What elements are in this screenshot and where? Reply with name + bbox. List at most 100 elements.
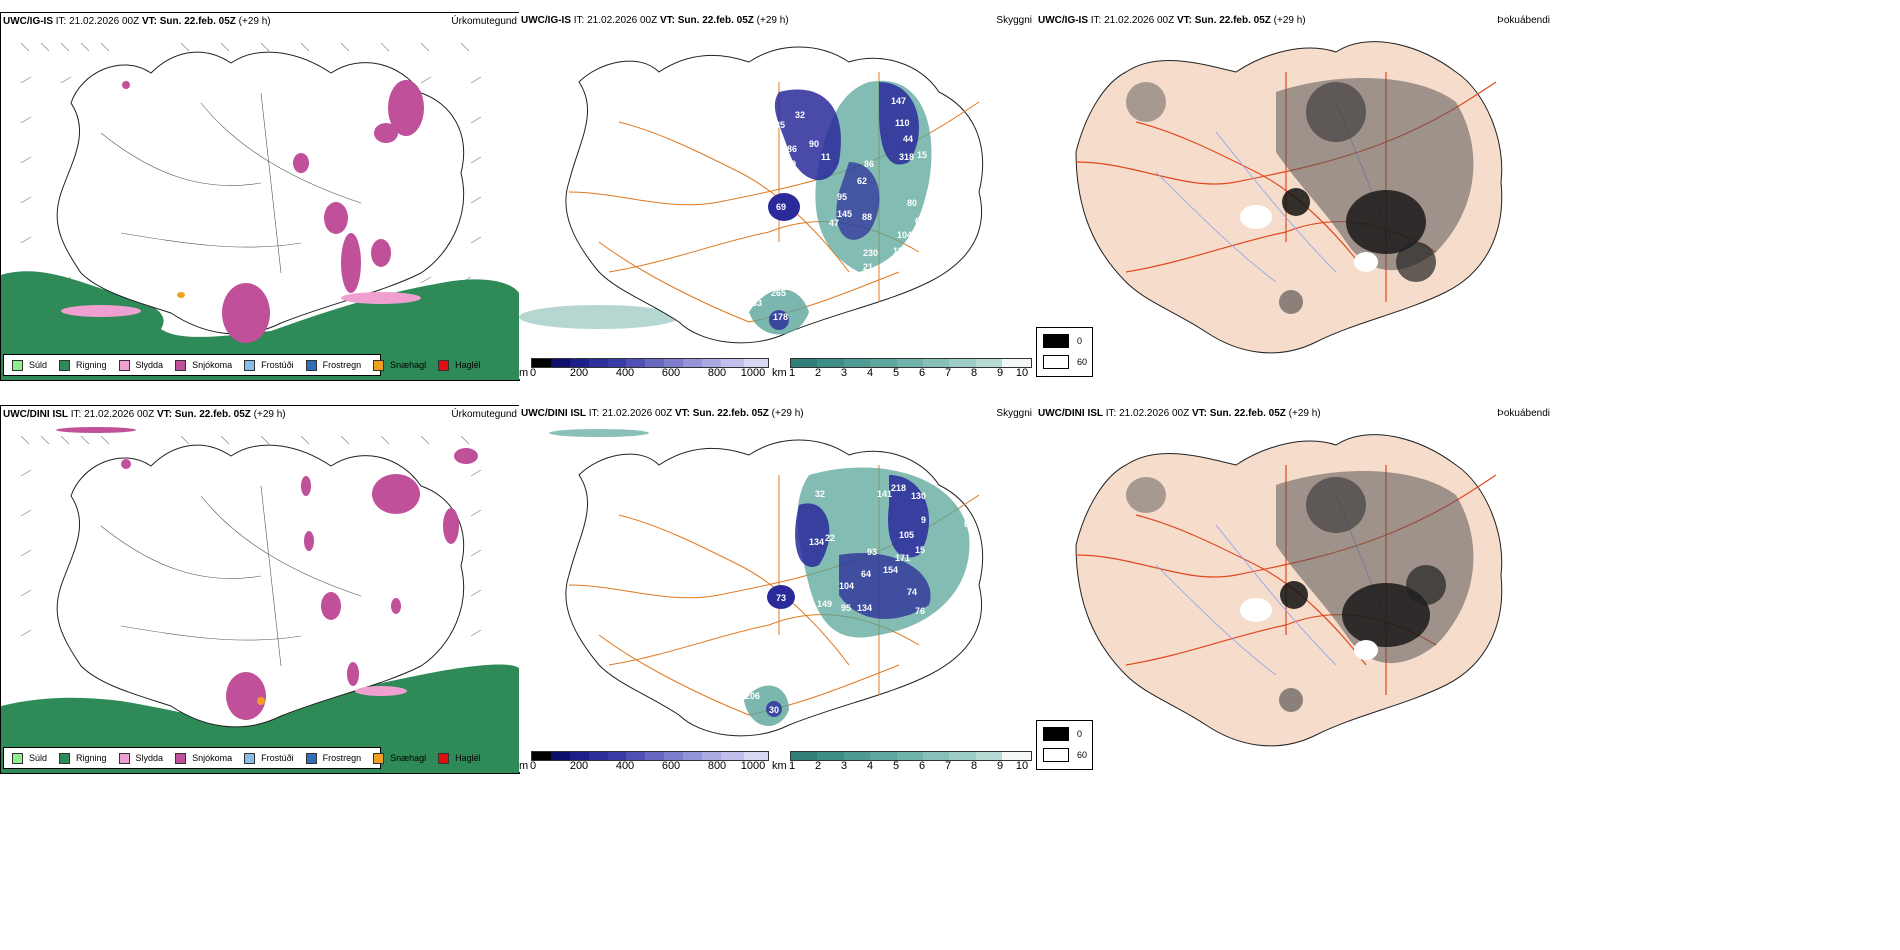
- legend-swatch: [175, 359, 187, 371]
- panel-title: Þokuábendi: [1497, 408, 1550, 419]
- visibility-label: 73: [776, 593, 786, 603]
- visibility-label: 15: [917, 150, 927, 160]
- legend-item: Frostúði: [244, 359, 294, 371]
- legend-swatch: [244, 752, 256, 764]
- iceland-precip-map: [1, 42, 519, 380]
- panel-header: UWC/IG-IS IT: 21.02.2026 00Z VT: Sun. 22…: [1038, 15, 1306, 26]
- snow-area: [388, 80, 424, 136]
- precip-legend: Súld Rigning Slydda Snjókoma Frostúði Fr…: [3, 747, 481, 769]
- legend-swatch: [118, 752, 130, 764]
- precip-type-panel-top: UWC/IG-IS IT: 21.02.2026 00Z VT: Sun. 22…: [0, 12, 520, 381]
- visibility-label: 218: [891, 483, 906, 493]
- legend-swatch: [118, 359, 130, 371]
- iceland-outline: [56, 51, 465, 335]
- legend-item: Haglél: [438, 359, 481, 371]
- legend-item: Frostúði: [244, 752, 294, 764]
- iceland-outline: [56, 444, 465, 728]
- panel-header: UWC/DINI ISL IT: 21.02.2026 00Z VT: Sun.…: [3, 409, 286, 420]
- visibility-label: 134: [809, 537, 824, 547]
- visibility-label: 104: [839, 581, 854, 591]
- legend-swatch: [12, 359, 23, 371]
- visibility-label: 154: [883, 565, 898, 575]
- visibility-label: 47: [829, 218, 839, 228]
- visibility-label: 147: [891, 96, 906, 106]
- ceiling-colorbar-ticks: 0 200 400 600 800 1000: [529, 367, 766, 379]
- panel-header: UWC/IG-IS IT: 21.02.2026 00Z VT: Sun. 22…: [3, 16, 271, 27]
- legend-item: Rigning: [59, 752, 107, 764]
- sleet-area: [355, 686, 407, 696]
- panel-title: Skyggni: [996, 15, 1032, 26]
- ceiling-colorbar-ticks: 0 200 400 600 800 1000: [529, 760, 766, 772]
- legend-swatch: [373, 359, 385, 371]
- visibility-label: 265: [771, 288, 786, 298]
- legend-item: Rigning: [59, 359, 107, 371]
- legend-item: Frostregn: [305, 752, 361, 764]
- visibility-panel-top: 147 263 110 44 318 15 85 32 86 90 9 11 8…: [519, 12, 1034, 379]
- model-name: UWC/IG-IS: [3, 16, 53, 27]
- visibility-label: 149: [817, 599, 832, 609]
- legend-swatch: [1043, 727, 1069, 741]
- panel-title: Úrkomutegund: [451, 16, 517, 27]
- sleet-area: [61, 305, 141, 317]
- visibility-label: 134: [857, 603, 872, 613]
- visibility-label: 30: [769, 705, 779, 715]
- legend-item: Snjókoma: [175, 752, 232, 764]
- legend-swatch: [1043, 355, 1069, 369]
- legend-item: Súld: [12, 752, 47, 764]
- legend-swatch: [59, 752, 71, 764]
- visibility-label: 86: [864, 159, 874, 169]
- visibility-labels: 147 263 110 44 318 15 85 32 86 90 9 11 8…: [747, 90, 934, 322]
- fog-legend-item: 60: [1043, 748, 1087, 762]
- visibility-label: 86: [787, 144, 797, 154]
- visibility-label: 263: [919, 90, 934, 100]
- visibility-label: 85: [775, 120, 785, 130]
- visibility-label: 22: [825, 533, 835, 543]
- fog-legend: 0 60: [1036, 720, 1093, 770]
- legend-item: Snæhagl: [373, 359, 426, 371]
- visibility-panel-bottom: 218 141 130 32 84 134 22 105 9 93 171 15…: [519, 405, 1034, 772]
- ceiling-colorbar-gradient: [531, 358, 769, 368]
- legend-swatch: [305, 359, 317, 371]
- fog-legend-item: 0: [1043, 727, 1082, 741]
- visibility-label: 69: [776, 202, 786, 212]
- visibility-label: 9: [921, 515, 926, 525]
- legend-swatch: [175, 752, 187, 764]
- visibility-label: 105: [899, 530, 914, 540]
- legend-swatch: [438, 752, 450, 764]
- iceland-precip-map: [1, 427, 519, 773]
- ceiling-colorbar: m 0 200 400 600 800 1000: [519, 358, 769, 382]
- fog-legend-item: 0: [1043, 334, 1082, 348]
- init-time: IT: 21.02.2026 00Z: [55, 16, 140, 27]
- visibility-label: 318: [899, 152, 914, 162]
- panel-header: UWC/IG-IS IT: 21.02.2026 00Z VT: Sun. 22…: [521, 15, 789, 26]
- visibility-label: 76: [915, 606, 925, 616]
- legend-item: Snæhagl: [373, 752, 426, 764]
- visibility-label: 133: [747, 298, 762, 308]
- lead-time: (+29 h): [238, 16, 271, 27]
- visibility-colorbar-gradient: [790, 358, 1032, 368]
- visibility-label: 95: [837, 192, 847, 202]
- visibility-label: 11: [821, 152, 831, 162]
- fog-legend: 0 60: [1036, 327, 1093, 377]
- panel-header: UWC/DINI ISL IT: 21.02.2026 00Z VT: Sun.…: [521, 408, 804, 419]
- visibility-label: 80: [907, 198, 917, 208]
- visibility-colorbar-ticks: 1 2 3 4 5 6 7 8 9 10: [788, 760, 1029, 772]
- visibility-colorbar-ticks: 1 2 3 4 5 6 7 8 9 10: [788, 367, 1029, 379]
- legend-swatch: [59, 359, 71, 371]
- visibility-label: 66: [915, 216, 925, 226]
- panel-title: Úrkomutegund: [451, 409, 517, 420]
- panel-title: Þokuábendi: [1497, 15, 1550, 26]
- visibility-label: 130: [911, 491, 926, 501]
- legend-swatch: [1043, 748, 1069, 762]
- visibility-label: 145: [837, 209, 852, 219]
- snow-area: [372, 474, 420, 514]
- visibility-label: 64: [861, 569, 871, 579]
- panel-title: Skyggni: [996, 408, 1032, 419]
- visibility-colorbar: km 1 2 3 4 5 6 7 8 9 10: [772, 751, 1034, 775]
- visibility-label: 21: [863, 262, 873, 272]
- panel-header: UWC/DINI ISL IT: 21.02.2026 00Z VT: Sun.…: [1038, 408, 1321, 419]
- visibility-label: 93: [867, 547, 877, 557]
- visibility-label: 110: [895, 118, 910, 128]
- iceland-visibility-map: 218 141 130 32 84 134 22 105 9 93 171 15…: [549, 429, 984, 737]
- visibility-label: 230: [863, 248, 878, 258]
